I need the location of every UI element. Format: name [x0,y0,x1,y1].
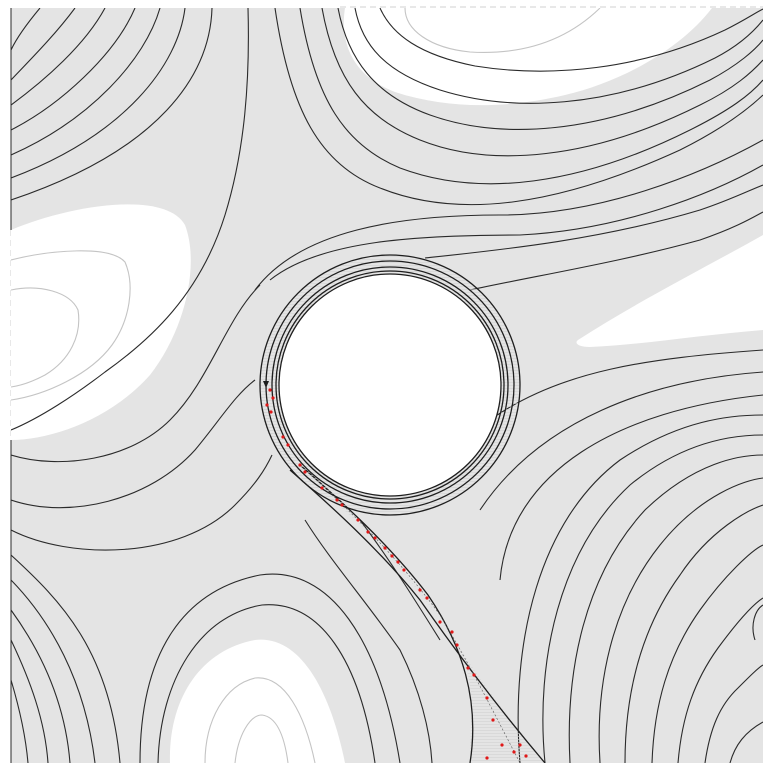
basin-right-small [750,270,763,292]
descending-channel [261,395,545,763]
basin-top [343,8,712,106]
contours-top-center [11,8,763,431]
contours-left [11,284,441,763]
sample-points [265,388,528,760]
light-contours [11,8,601,763]
basin-bottom [169,639,345,763]
contours-top-left [11,8,213,201]
contours-right-upper [254,139,763,291]
basin-right-wedge [576,235,763,347]
contours-right-lower [479,349,763,763]
basins [11,8,763,763]
direction-arrow-icon [263,381,269,388]
loop-track [259,254,521,516]
basin-left [11,204,191,440]
channel-outer-edge [289,469,546,763]
